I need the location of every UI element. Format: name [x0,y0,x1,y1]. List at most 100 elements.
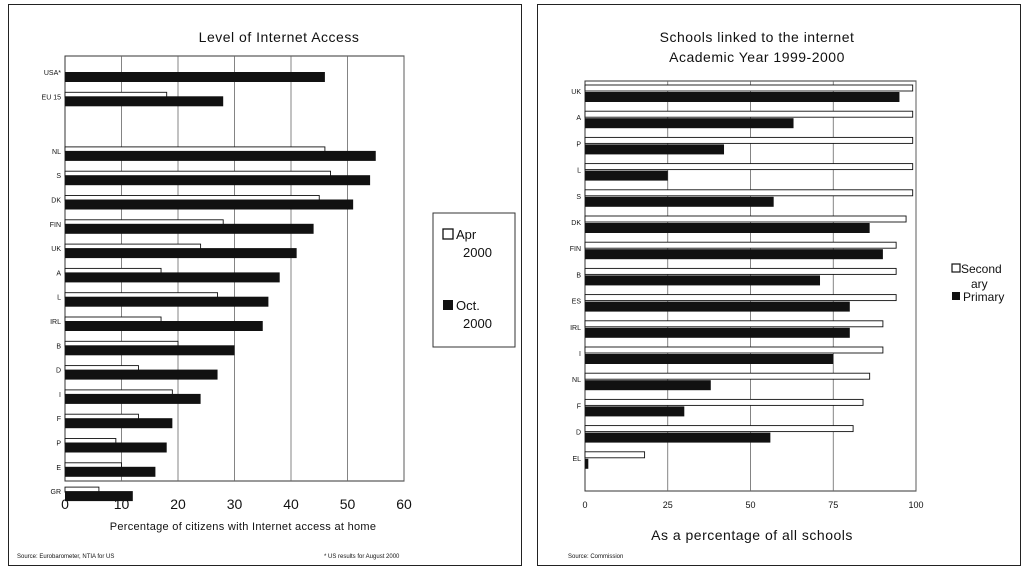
left-legend: Apr 2000 Oct. 2000 [432,212,516,348]
y-category-label: I [59,392,61,399]
bar-oct-2000-b [65,345,235,356]
y-category-label: I [579,351,581,358]
left-x-axis-label: Percentage of citizens with Internet acc… [110,521,377,533]
bar-primary-uk [585,92,900,102]
bar-secondary-es [584,294,897,302]
y-category-label: DK [571,220,581,227]
y-category-label: P [56,441,61,448]
schools-internet-chart: Schools linked to the internet Academic … [568,29,924,560]
bar-primary-s [585,196,774,207]
bar-secondary-uk [584,84,914,92]
bar-secondary-f [584,398,864,406]
bar-oct-2000-e [65,466,156,477]
y-category-label: F [577,403,581,410]
bar-primary-b [585,275,821,286]
bar-primary-d [585,432,771,443]
legend-swatch-primary [952,292,960,300]
right-source-note: Source: Commission [568,554,623,560]
x-tick-label: 50 [745,500,755,510]
y-category-label: L [57,295,61,302]
bar-primary-irl [585,327,850,338]
x-tick-label: 0 [61,496,69,512]
y-category-label: EL [572,456,581,463]
bar-oct-2000-l [65,296,269,307]
x-tick-label: 100 [908,500,923,510]
y-category-label: FIN [570,246,581,253]
bar-oct-2000-p [65,442,167,453]
left-footnote: * US results for August 2000 [324,554,400,560]
bar-oct-2000-dk [65,199,354,210]
bar-secondary-s [584,189,914,197]
bar-secondary-dk [584,215,907,223]
left-chart-panel: Level of Internet Access 0 10 20 30 40 50 60 US… [8,4,522,566]
bar-primary-el [585,458,589,469]
x-tick-label: 75 [828,500,838,510]
right-legend: Second ary Primary [950,258,1024,328]
y-category-label: P [576,141,581,148]
legend-label-oct-2000-line1: Oct. [456,298,480,313]
x-tick-label: 40 [283,496,299,512]
legend-swatch-secondary [951,263,961,273]
x-tick-label: 50 [340,496,356,512]
bar-primary-nl [585,380,711,391]
x-tick-label: 0 [582,500,587,510]
internet-access-chart: Level of Internet Access 0 10 20 30 40 50 60US… [17,29,516,560]
legend-label-apr-2000-line2: 2000 [463,245,492,260]
right-chart-panel: Schools linked to the internet Academic … [537,4,1021,566]
bar-oct-2000-fin [65,223,314,234]
y-category-label: EU 15 [42,94,62,101]
bar-primary-fin [585,249,883,260]
x-tick-label: 25 [663,500,673,510]
bar-secondary-p [584,136,914,144]
legend-label-oct-2000-line2: 2000 [463,316,492,331]
bar-oct-2000-d [65,369,218,380]
legend-label-secondary-line2: ary [971,277,988,291]
x-tick-label: 60 [396,496,412,512]
y-category-label: UK [51,246,61,253]
bar-primary-a [585,118,794,129]
y-category-label: USA* [44,70,61,77]
left-source-note: Source: Eurobarometer, NTIA for US [17,554,114,560]
y-category-label: A [576,115,581,122]
y-category-label: GR [51,489,62,496]
legend-label-apr-2000-line1: Apr [456,227,477,242]
bar-oct-2000-s [65,175,371,186]
bar-oct-2000-nl [65,150,376,161]
bar-oct-2000-usa [65,72,325,82]
legend-label-secondary-line1: Second [961,262,1002,276]
y-category-label: B [56,343,61,350]
y-category-label: E [56,465,61,472]
right-x-axis-label: As a percentage of all schools [651,527,853,543]
y-category-label: FIN [50,222,61,229]
bar-secondary-irl [584,320,884,328]
bar-secondary-a [584,110,914,118]
bar-oct-2000-a [65,272,280,283]
bar-oct-2000-f [65,418,173,429]
right-chart-title-line1: Schools linked to the internet [660,29,855,45]
y-category-label: IRL [50,319,61,326]
x-tick-label: 20 [170,496,186,512]
y-category-label: F [57,416,61,423]
bar-secondary-d [584,425,854,433]
y-category-label: B [576,272,581,279]
right-plot-area: 0 25 50 75 100 UK A P L S DK FIN B ES IRL I NL F D EL [570,80,924,510]
right-chart-title-line2: Academic Year 1999-2000 [669,49,845,65]
bar-oct-2000-eu-15 [65,96,224,107]
bar-primary-i [585,354,834,364]
y-category-label: D [56,368,61,375]
bar-secondary-b [584,267,897,275]
bar-oct-2000-uk [65,248,297,259]
bar-secondary-fin [584,241,897,249]
bar-primary-p [585,144,725,155]
bar-secondary-el [584,451,646,459]
legend-swatch-apr-2000 [442,228,454,240]
bar-primary-es [585,301,850,312]
y-category-label: NL [52,149,61,156]
bar-primary-l [585,170,668,181]
bar-oct-2000-i [65,393,201,404]
x-tick-label: 30 [227,496,243,512]
y-category-label: ES [572,299,582,306]
bar-oct-2000-gr [65,491,133,502]
y-category-label: IRL [570,325,581,332]
